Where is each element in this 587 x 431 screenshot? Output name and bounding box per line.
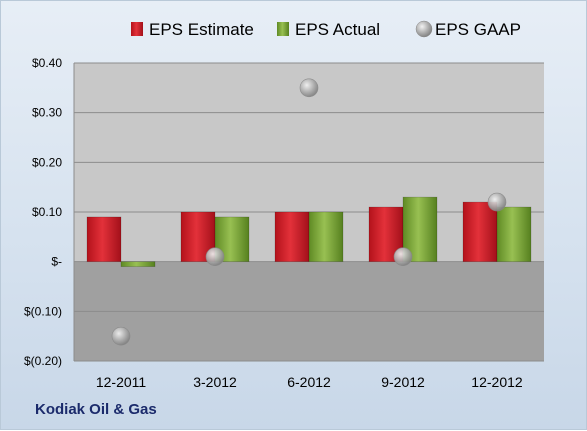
estimate-bar bbox=[274, 211, 310, 262]
gaap-point bbox=[487, 192, 507, 212]
actual-bar bbox=[308, 211, 344, 262]
company-label: Kodiak Oil & Gas bbox=[35, 401, 157, 418]
legend: EPS Estimate EPS Actual EPS GAAP bbox=[131, 20, 521, 39]
actual-bar bbox=[496, 206, 532, 262]
gaap-point bbox=[111, 326, 131, 346]
x-category-label: 3-2012 bbox=[193, 374, 237, 390]
legend-swatch bbox=[277, 22, 289, 36]
y-axis-ticks: $0.40 $0.30 $0.20 $0.10 $- $(0.10) $(0.20) bbox=[24, 56, 62, 368]
y-tick-label: $(0.10) bbox=[24, 304, 62, 318]
actual-bar bbox=[120, 261, 156, 267]
gaap-point bbox=[299, 78, 319, 98]
gaap-point bbox=[205, 247, 225, 266]
x-category-label: 9-2012 bbox=[381, 374, 425, 390]
legend-label: EPS Estimate bbox=[149, 20, 254, 39]
y-tick-label: $0.30 bbox=[32, 106, 62, 120]
y-tick-label: $- bbox=[51, 255, 62, 269]
x-category-label: 12-2012 bbox=[471, 374, 523, 390]
actual-bar bbox=[402, 196, 438, 262]
x-category-label: 12-2011 bbox=[96, 374, 147, 390]
y-tick-label: $0.10 bbox=[32, 205, 62, 219]
gaap-points bbox=[111, 78, 507, 346]
y-tick-label: $0.40 bbox=[32, 56, 62, 70]
gaap-point bbox=[393, 247, 413, 266]
y-tick-label: $0.20 bbox=[32, 155, 62, 169]
estimate-bar bbox=[86, 216, 122, 262]
y-tick-label: $(0.20) bbox=[24, 354, 62, 368]
x-axis-categories: 12-2011 3-2012 6-2012 9-2012 12-2012 bbox=[96, 374, 523, 390]
legend-swatch bbox=[415, 20, 433, 38]
legend-label: EPS GAAP bbox=[435, 20, 521, 39]
estimate-bar bbox=[462, 201, 498, 262]
legend-label: EPS Actual bbox=[295, 20, 380, 39]
x-category-label: 6-2012 bbox=[287, 374, 331, 390]
legend-swatch bbox=[131, 22, 143, 36]
